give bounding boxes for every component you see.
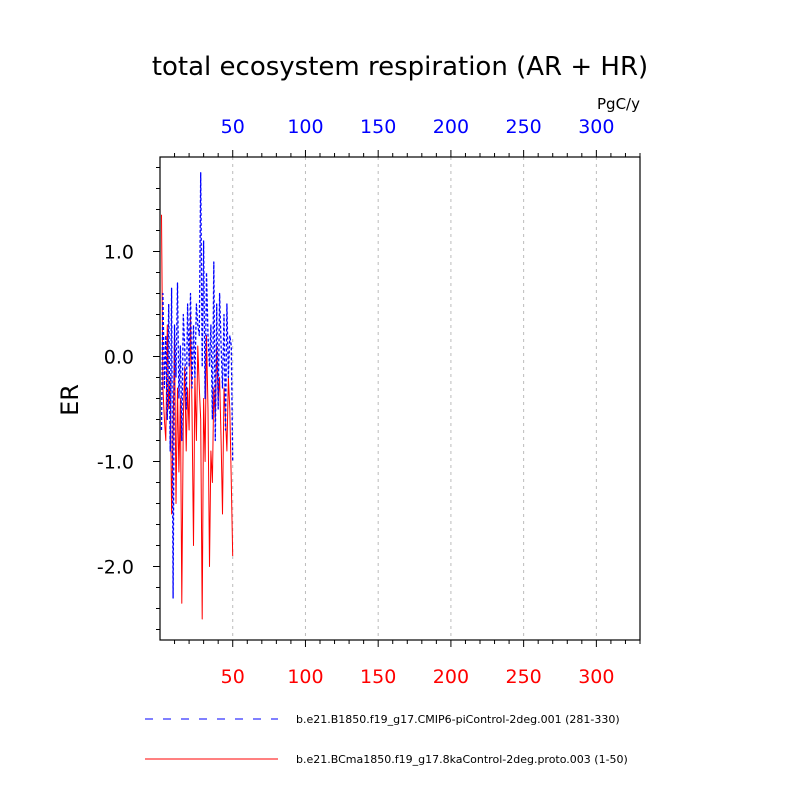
x-tick-label-top: 300 bbox=[578, 116, 614, 138]
legend-label-red: b.e21.BCma1850.f19_g17.8kaControl-2deg.p… bbox=[296, 753, 628, 766]
units-label: PgC/y bbox=[597, 95, 640, 113]
series-line-blue bbox=[160, 172, 234, 599]
x-tick-label-top: 200 bbox=[433, 116, 469, 138]
y-tick-labels: 1.0 0.0 -1.0 -2.0 bbox=[97, 242, 134, 579]
grid-lines bbox=[232, 157, 597, 640]
x-tick-label-top: 100 bbox=[287, 116, 323, 138]
legend-label-blue: b.e21.B1850.f19_g17.CMIP6-piControl-2deg… bbox=[296, 713, 620, 726]
chart-title: total ecosystem respiration (AR + HR) bbox=[152, 52, 648, 82]
x-tick-label-bottom: 50 bbox=[221, 666, 245, 688]
y-tick-label: 0.0 bbox=[104, 347, 134, 369]
x-tick-label-top: 250 bbox=[506, 116, 542, 138]
axis-ticks bbox=[153, 150, 641, 647]
x-tick-label-bottom: 100 bbox=[287, 666, 323, 688]
series-lines bbox=[160, 172, 234, 620]
x-tick-labels-top: 50 100 150 200 250 300 bbox=[221, 116, 615, 138]
legend: b.e21.B1850.f19_g17.CMIP6-piControl-2deg… bbox=[145, 713, 628, 766]
x-tick-label-bottom: 150 bbox=[360, 666, 396, 688]
x-tick-label-top: 150 bbox=[360, 116, 396, 138]
x-tick-labels-bottom: 50 100 150 200 250 300 bbox=[221, 666, 615, 688]
series-line-red bbox=[161, 214, 234, 620]
x-tick-label-bottom: 300 bbox=[578, 666, 614, 688]
plot-frame bbox=[159, 156, 641, 641]
y-axis-label: ER bbox=[56, 384, 84, 416]
x-tick-label-bottom: 200 bbox=[433, 666, 469, 688]
y-tick-label: -1.0 bbox=[97, 452, 134, 474]
y-tick-label: 1.0 bbox=[104, 242, 134, 264]
y-tick-label: -2.0 bbox=[97, 557, 134, 579]
x-tick-label-bottom: 250 bbox=[506, 666, 542, 688]
x-tick-label-top: 50 bbox=[221, 116, 245, 138]
